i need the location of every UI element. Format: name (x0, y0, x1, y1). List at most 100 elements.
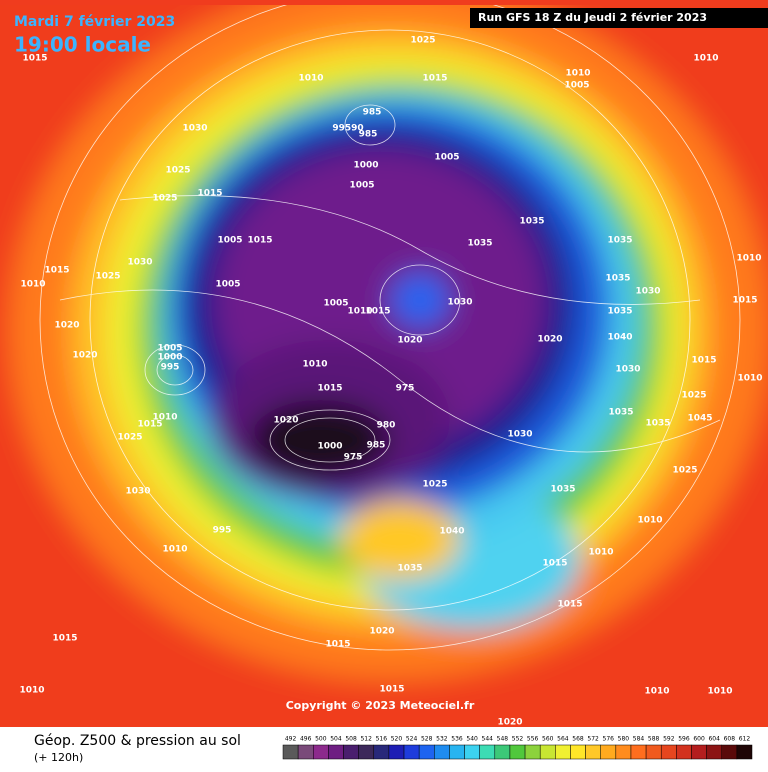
isobar-label: 1005 (349, 181, 374, 191)
isobar-label: 980 (377, 421, 396, 431)
isobar-label: 1010 (693, 54, 718, 64)
isobar-label: 1005 (564, 81, 589, 91)
colorbar-label: 580 (618, 736, 630, 743)
isobar-label: 1015 (379, 685, 404, 695)
isobar-label: 1020 (497, 718, 522, 728)
colorbar-swatch (464, 744, 480, 760)
isobar-label: 1025 (152, 194, 177, 204)
colorbar-swatch (403, 744, 420, 760)
run-box (470, 8, 768, 28)
colorbar-label: 584 (633, 736, 645, 743)
isobar-label: 1015 (52, 634, 77, 644)
isobars (39, 0, 741, 651)
colorbar-label: 496 (300, 736, 312, 743)
isobar-label: 1015 (542, 559, 567, 569)
isobar-label: 1015 (365, 307, 390, 317)
colorbar-swatch (660, 744, 677, 760)
isobar-label: 995 (213, 526, 232, 536)
colorbar-swatch (418, 744, 435, 760)
isobar-label: 1015 (557, 600, 582, 610)
isobar-label: 1010 (162, 545, 187, 555)
colorbar-swatch (570, 744, 586, 760)
colorbar-swatch (524, 744, 541, 760)
isobar-label: 1010 (707, 687, 732, 697)
isobar-label: 1015 (22, 54, 47, 64)
colorbar-swatch (282, 744, 299, 760)
colorbar: 492 496 500 504 508 512 516 520 524 528 532 536 540 5… (282, 736, 753, 760)
colorbar-label: 528 (421, 736, 433, 743)
colorbar-swatch (373, 744, 390, 760)
isobar-label: 1035 (550, 485, 575, 495)
footer-title: Géop. Z500 & pression au sol (34, 733, 241, 749)
isobar-label: 1015 (422, 74, 447, 84)
isobar-label: 1015 (325, 640, 350, 650)
colorbar-label: 536 (451, 736, 463, 743)
date: Mardi 7 février 2023 (14, 14, 175, 30)
isobar-label: 1015 (247, 236, 272, 246)
isobar-label: 1015 (44, 266, 69, 276)
colorbar-swatch (691, 744, 707, 760)
isobar-label: 1020 (537, 335, 562, 345)
colorbar-swatch (600, 744, 617, 760)
isobar-label: 1035 (607, 307, 632, 317)
isobar-label: 1025 (422, 480, 447, 490)
colorbar-swatch (328, 744, 344, 760)
isobar-label: 1015 (317, 384, 342, 394)
colorbar-swatch (676, 744, 692, 760)
isobar-label: 1010 (152, 413, 177, 423)
isobar-label: 1005 (434, 153, 459, 163)
isobar-label: 1010 (20, 280, 45, 290)
isobar-label: 1035 (605, 274, 630, 284)
isobar-label: 1035 (519, 217, 544, 227)
isobar-label: 1045 (687, 414, 712, 424)
isobar-label: 1040 (439, 527, 464, 537)
colorbar-swatch (449, 744, 465, 760)
isobar-label: 985 (359, 130, 378, 140)
isobar-label: 1010 (588, 548, 613, 558)
colorbar-swatch (736, 744, 753, 760)
isobar-label: 1025 (681, 391, 706, 401)
colorbar-swatch (297, 744, 314, 760)
isobar-label: 1030 (507, 430, 532, 440)
isobar-label: 1030 (615, 365, 640, 375)
isobar-label: 1025 (672, 466, 697, 476)
colorbar-label: 524 (406, 736, 418, 743)
colorbar-label: 564 (557, 736, 569, 743)
colorbar-swatch (630, 744, 647, 760)
isobar-label: 1015 (691, 356, 716, 366)
isobar-label: 985 (367, 441, 386, 451)
colorbar-label: 608 (724, 736, 736, 743)
isobar-label: 1010 (19, 686, 44, 696)
isobar-label: 1000 (157, 353, 182, 363)
colorbar-swatch (388, 744, 405, 760)
colorbar-label: 532 (436, 736, 448, 743)
colorbar-swatch (585, 744, 601, 760)
colorbar-label: 552 (512, 736, 524, 743)
isobar-label: 1000 (353, 161, 378, 171)
colorbar-swatch (706, 744, 722, 760)
colorbar-label: 540 (466, 736, 478, 743)
time: 19:00 locale (14, 33, 151, 57)
colorbar-swatch (555, 744, 571, 760)
isobar-label: 1020 (397, 336, 422, 346)
colorbar-swatch (479, 744, 496, 760)
isobar-label: 975 (396, 384, 415, 394)
isobar-label: 1010 (644, 687, 669, 697)
colorbar-swatch (539, 744, 556, 760)
colorbar-label: 512 (360, 736, 372, 743)
colorbar-label: 508 (345, 736, 357, 743)
isobar-label: 1020 (369, 627, 394, 637)
isobar-label: 1040 (607, 333, 632, 343)
isobar-label: 1010 (637, 516, 662, 526)
colorbar-swatch (721, 744, 738, 760)
colorbar-label: 520 (391, 736, 403, 743)
colorbar-label: 548 (497, 736, 509, 743)
isobar-label: 1030 (182, 124, 207, 134)
isobar-label: 1035 (608, 408, 633, 418)
isobar-label: 1025 (95, 272, 120, 282)
isobar-label: 1005 (215, 280, 240, 290)
isobar-label: 1020 (54, 321, 79, 331)
isobar-label: 1010 (298, 74, 323, 84)
